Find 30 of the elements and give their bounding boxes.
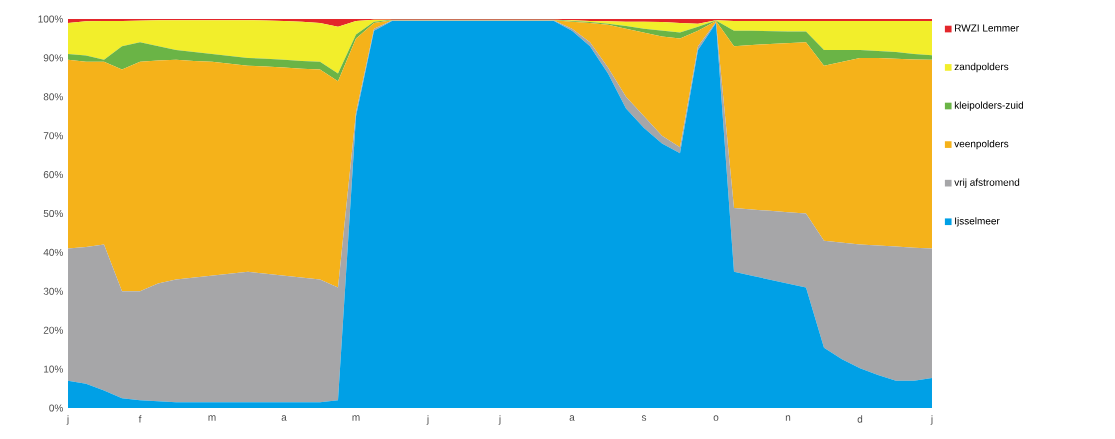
y-tick-label: 70% [43, 132, 63, 140]
x-tick-label: s [641, 415, 647, 421]
legend-label: kleipolders-zuid [954, 101, 1024, 111]
legend-label: RWZI Lemmer [955, 24, 1019, 32]
legend-label: vrij afstromend [954, 178, 1020, 188]
y-tick-label: 10% [44, 365, 63, 373]
x-tick-label: j [930, 415, 933, 425]
x-tick-label: j [498, 415, 501, 425]
y-tick-label: 20% [43, 326, 63, 334]
x-tick-label: f [138, 415, 142, 423]
x-tick-label: a [281, 415, 287, 421]
legend-label: zandpolders [954, 62, 1009, 73]
x-tick-label: m [352, 415, 360, 421]
y-tick-label: 80% [43, 93, 63, 101]
y-tick-label: 90% [43, 54, 63, 62]
x-tick-label: o [713, 415, 719, 421]
y-tick-label: 100% [38, 15, 63, 23]
x-tick-label: j [426, 415, 429, 425]
x-tick-label: m [208, 415, 216, 421]
x-tick-label: j [66, 415, 69, 425]
y-tick-label: 0% [49, 404, 63, 412]
legend-label: veenpolders [954, 139, 1009, 150]
x-tick-label: n [785, 415, 791, 421]
y-tick-label: 30% [43, 287, 63, 295]
x-tick-label: a [569, 415, 575, 421]
legend-label: Ijsselmeer [955, 217, 1000, 227]
y-tick-label: 40% [43, 248, 63, 256]
x-tick-label: d [857, 415, 863, 423]
y-tick-label: 60% [43, 171, 63, 179]
y-tick-label: 50% [43, 209, 63, 218]
